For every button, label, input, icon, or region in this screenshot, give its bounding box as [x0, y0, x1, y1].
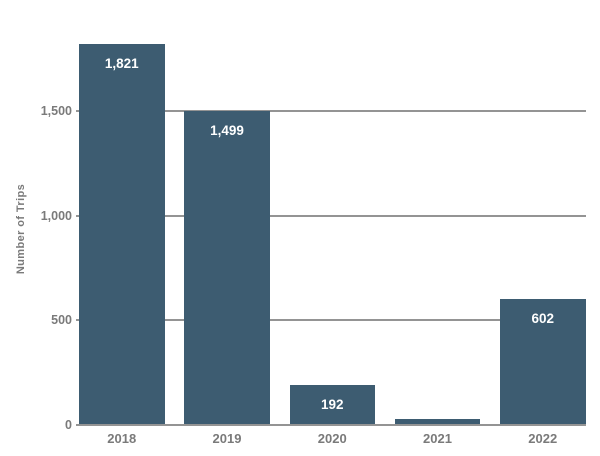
y-tick-label: 1,000 — [40, 208, 72, 223]
x-tick-label: 2022 — [528, 431, 558, 446]
bar-value-label: 192 — [320, 396, 344, 412]
bar-2020 — [289, 384, 375, 425]
x-tick-label: 2021 — [423, 431, 452, 446]
y-tick-label: 0 — [65, 418, 72, 432]
y-tick-label: 1,500 — [40, 104, 72, 119]
bar-2018 — [79, 43, 165, 425]
bar-2022 — [500, 299, 586, 425]
x-tick-label: 2019 — [212, 431, 242, 446]
gridline — [76, 214, 586, 217]
gridline — [76, 319, 586, 322]
bar-2019 — [184, 111, 270, 425]
x-tick-label: 2018 — [107, 431, 137, 446]
bar-2021 — [394, 418, 481, 425]
y-axis-title: Number of Trips — [15, 183, 27, 275]
x-axis-line — [76, 424, 586, 426]
gridline — [76, 110, 586, 113]
bar-value-label: 602 — [531, 311, 555, 326]
bar-value-label: 1,499 — [210, 123, 244, 139]
x-tick-label: 2020 — [317, 431, 347, 446]
bar-value-label: 1,821 — [104, 55, 139, 71]
y-tick-label: 500 — [51, 313, 72, 328]
